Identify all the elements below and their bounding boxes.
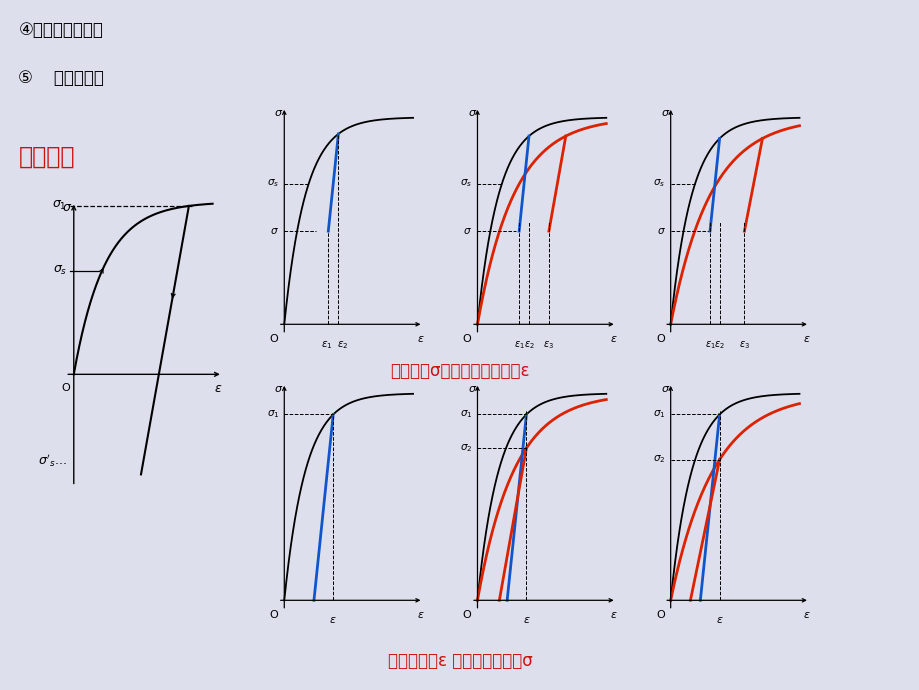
Text: O: O [61,383,70,393]
Text: $\varepsilon$: $\varepsilon$ [609,334,618,344]
Text: $\sigma_s$: $\sigma_s$ [460,177,471,190]
Text: $\sigma$: $\sigma$ [660,384,669,394]
Text: $\sigma_1$: $\sigma_1$ [460,408,471,420]
Text: $\sigma$: $\sigma$ [270,226,278,236]
Text: O: O [655,334,664,344]
Text: O: O [655,610,664,620]
Text: $\varepsilon$: $\varepsilon$ [213,382,221,395]
Text: O: O [462,610,471,620]
Text: $\varepsilon$: $\varepsilon$ [329,615,336,624]
Text: $\varepsilon$: $\varepsilon$ [715,615,722,624]
Text: $\varepsilon$: $\varepsilon$ [609,610,618,620]
Text: $\sigma$: $\sigma$ [274,108,283,118]
Text: $\sigma_1$: $\sigma_1$ [652,408,664,420]
Text: 同一应变值ε 对应不同的应力σ: 同一应变值ε 对应不同的应力σ [387,652,532,670]
Text: $\sigma$: $\sigma$ [463,226,471,236]
Text: $\sigma_2$: $\sigma_2$ [652,453,664,465]
Text: $\sigma_1$: $\sigma_1$ [52,199,67,213]
Text: $\sigma$: $\sigma$ [62,201,72,213]
Text: $\varepsilon_1$: $\varepsilon_1$ [704,339,715,351]
Text: $\varepsilon_2$: $\varepsilon_2$ [713,339,724,351]
Text: $\varepsilon$: $\varepsilon$ [802,334,811,344]
Text: ④塑性变形与加载: ④塑性变形与加载 [18,21,103,39]
Text: 同一应力σ对应不同的应变值ε: 同一应力σ对应不同的应变值ε [390,362,529,380]
Text: ⑤    的历程有关: ⑤ 的历程有关 [18,69,104,87]
Text: $\sigma_s$: $\sigma_s$ [652,177,664,190]
Text: $\sigma'_s$...: $\sigma'_s$... [38,452,67,469]
Text: $\sigma$: $\sigma$ [660,108,669,118]
Text: $\sigma_s$: $\sigma_s$ [52,264,67,277]
Text: $\varepsilon_2$: $\varepsilon_2$ [523,339,534,351]
Text: $\varepsilon_3$: $\varepsilon_3$ [738,339,749,351]
Text: O: O [462,334,471,344]
Text: $\sigma$: $\sigma$ [467,384,476,394]
Text: O: O [269,334,278,344]
Text: $\varepsilon_3$: $\varepsilon_3$ [543,339,554,351]
Text: $\sigma_1$: $\sigma_1$ [267,408,278,420]
Text: O: O [269,610,278,620]
Text: $\sigma$: $\sigma$ [467,108,476,118]
Text: $\sigma_s$: $\sigma_s$ [267,177,278,190]
Text: $\varepsilon_2$: $\varepsilon_2$ [336,339,347,351]
Text: $\sigma$: $\sigma$ [274,384,283,394]
Text: $\varepsilon_1$: $\varepsilon_1$ [321,339,333,351]
Text: $\varepsilon$: $\varepsilon$ [416,334,425,344]
Text: $\sigma_2$: $\sigma_2$ [460,442,471,454]
Text: $\varepsilon_1$: $\varepsilon_1$ [513,339,524,351]
Text: $\varepsilon$: $\varepsilon$ [416,610,425,620]
Text: $\varepsilon$: $\varepsilon$ [802,610,811,620]
Text: 卸载规律: 卸载规律 [18,145,74,169]
Text: $\sigma$: $\sigma$ [656,226,664,236]
Text: $\varepsilon$: $\varepsilon$ [522,615,529,624]
